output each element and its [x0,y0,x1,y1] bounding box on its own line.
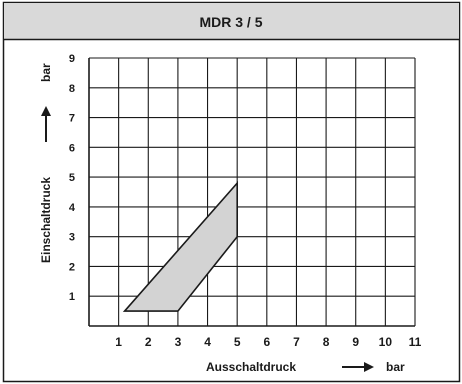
y-tick-label-4: 4 [69,202,76,214]
x-tick-label-11: 11 [409,335,422,349]
y-tick-label-1: 1 [69,291,75,303]
x-tick-label-3: 3 [175,335,182,349]
x-axis-label: Ausschaltdruck [206,360,296,374]
y-tick-label-9: 9 [69,53,75,65]
x-tick-label-7: 7 [293,335,300,349]
y-tick-label-5: 5 [69,172,75,184]
x-tick-label-1: 1 [115,335,122,349]
x-tick-label-9: 9 [352,335,359,349]
y-tick-label-6: 6 [69,142,75,154]
y-tick-label-3: 3 [69,232,75,244]
y-axis-label: Einschaltdruck [39,177,53,263]
y-axis-arrow [41,106,51,142]
operating-region [122,180,238,312]
x-axis-unit: bar [386,360,405,374]
x-tick-label-6: 6 [263,335,270,349]
x-tick-labels: 1 2 3 4 5 6 7 8 9 10 11 [115,335,421,349]
x-tick-label-10: 10 [379,335,393,349]
x-axis-arrow [342,362,374,372]
x-tick-label-8: 8 [323,335,330,349]
y-axis-unit: bar [39,63,53,82]
chart-title: MDR 3 / 5 [199,14,262,30]
y-tick-label-7: 7 [69,113,75,125]
y-tick-label-2: 2 [69,261,75,273]
operating-region-layer [122,180,238,312]
y-tick-label-8: 8 [69,83,75,95]
x-tick-label-2: 2 [145,335,152,349]
y-tick-labels: 1 2 3 4 5 6 7 8 9 [69,53,76,303]
x-tick-label-5: 5 [234,335,241,349]
title-bar [4,3,459,39]
x-tick-label-4: 4 [204,335,211,349]
